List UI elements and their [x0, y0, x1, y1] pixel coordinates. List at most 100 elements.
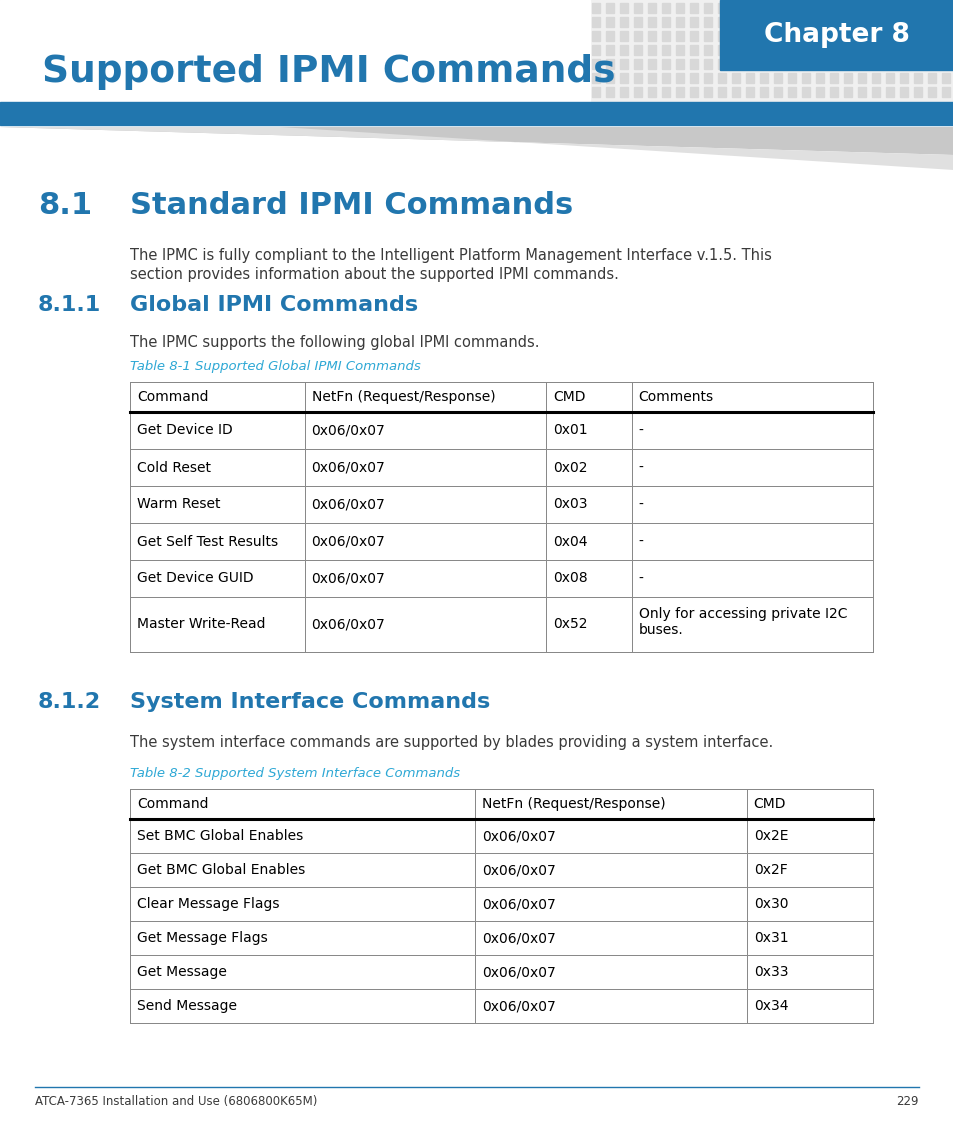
Bar [46, 87, 54, 97]
Bar [395, 31, 403, 41]
Bar [801, 73, 809, 82]
Bar [676, 73, 683, 82]
Bar [521, 60, 530, 69]
Bar [689, 17, 698, 27]
Bar [158, 73, 166, 82]
Bar [718, 31, 725, 41]
Bar [284, 87, 292, 97]
Bar [130, 449, 304, 485]
Bar [829, 45, 837, 55]
Bar [592, 87, 599, 97]
Bar [228, 45, 235, 55]
Bar [521, 31, 530, 41]
Bar [130, 485, 304, 523]
Bar [144, 31, 152, 41]
Text: Chapter 8: Chapter 8 [763, 22, 909, 48]
Bar [130, 523, 304, 560]
Bar [661, 73, 669, 82]
Bar [270, 73, 277, 82]
Bar [745, 17, 753, 27]
Bar [4, 73, 12, 82]
Bar [913, 73, 921, 82]
Bar [130, 45, 138, 55]
Bar [760, 45, 767, 55]
Bar [545, 597, 631, 652]
Bar [60, 31, 68, 41]
Bar [843, 45, 851, 55]
Bar [172, 17, 180, 27]
Bar [475, 887, 746, 921]
Bar [536, 3, 543, 13]
Bar [326, 60, 334, 69]
Text: Table 8-2 Supported System Interface Commands: Table 8-2 Supported System Interface Com… [130, 767, 459, 780]
Bar [871, 45, 879, 55]
Bar [536, 31, 543, 41]
Bar [787, 17, 795, 27]
Bar [102, 31, 110, 41]
Bar [116, 60, 124, 69]
Bar [88, 45, 96, 55]
Text: CMD: CMD [753, 797, 785, 811]
Bar [172, 73, 180, 82]
Bar [703, 87, 711, 97]
Bar [423, 60, 432, 69]
Bar [857, 31, 865, 41]
Bar [200, 17, 208, 27]
Bar [592, 60, 599, 69]
Bar [913, 45, 921, 55]
Bar [829, 73, 837, 82]
Bar [270, 17, 277, 27]
Bar [619, 17, 627, 27]
Bar [676, 45, 683, 55]
Bar [479, 45, 488, 55]
Bar [255, 60, 264, 69]
Bar [661, 87, 669, 97]
Bar [368, 73, 375, 82]
Bar [731, 60, 740, 69]
Bar [647, 45, 656, 55]
Bar [158, 45, 166, 55]
Bar [661, 17, 669, 27]
Bar [857, 45, 865, 55]
Bar [228, 73, 235, 82]
Bar [899, 60, 907, 69]
Bar [213, 73, 222, 82]
Bar [410, 3, 417, 13]
Bar [339, 3, 348, 13]
Bar [158, 31, 166, 41]
Bar [885, 3, 893, 13]
Text: Get Device GUID: Get Device GUID [137, 571, 253, 585]
Bar [4, 31, 12, 41]
Bar [46, 17, 54, 27]
Bar [452, 73, 459, 82]
Text: -: - [638, 424, 642, 437]
Bar [46, 45, 54, 55]
Bar [703, 17, 711, 27]
Bar [368, 17, 375, 27]
Bar [647, 60, 656, 69]
Bar [255, 87, 264, 97]
Bar [578, 87, 585, 97]
Bar [479, 31, 488, 41]
Bar [578, 3, 585, 13]
Bar [927, 87, 935, 97]
Bar [703, 45, 711, 55]
Bar [284, 3, 292, 13]
Bar [494, 45, 501, 55]
Bar [130, 73, 138, 82]
Bar [494, 31, 501, 41]
Text: 8.1.2: 8.1.2 [38, 692, 101, 712]
Bar [801, 45, 809, 55]
Bar [634, 31, 641, 41]
Text: 0x33: 0x33 [753, 965, 787, 979]
Text: Command: Command [137, 390, 209, 404]
Bar [200, 3, 208, 13]
Bar [60, 17, 68, 27]
Bar [494, 17, 501, 27]
Text: Set BMC Global Enables: Set BMC Global Enables [137, 829, 303, 843]
Bar [941, 3, 949, 13]
Bar [423, 73, 432, 82]
Bar [172, 31, 180, 41]
Bar [563, 60, 572, 69]
Bar [545, 382, 631, 412]
